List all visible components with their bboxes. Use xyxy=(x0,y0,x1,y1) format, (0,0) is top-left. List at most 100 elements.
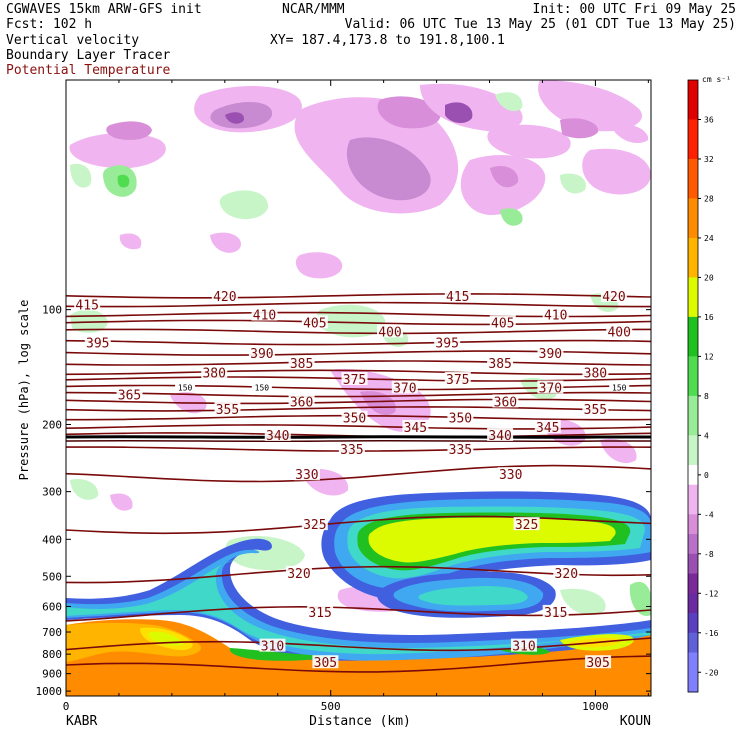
theta-label-bg xyxy=(285,565,312,579)
colorbar-band xyxy=(688,435,698,466)
y-tick-label: 800 xyxy=(42,648,62,661)
theta-label-bg xyxy=(553,565,580,579)
theta-line-325 xyxy=(66,515,651,535)
theta-label: 310 xyxy=(261,640,284,655)
tracer-label-bg xyxy=(251,382,272,392)
theta-label: 345 xyxy=(404,421,427,436)
theta-label: 305 xyxy=(586,656,609,671)
header-init: Init: 00 UTC Fri 09 May 25 xyxy=(533,2,737,17)
theta-label: 315 xyxy=(544,606,567,621)
theta-label: 390 xyxy=(539,347,562,362)
colorbar-label: 12 xyxy=(704,352,714,361)
theta-label-bg xyxy=(542,307,569,321)
colorbar: 36 32 28 24 20 16 12 8 4 0 -4 -8 -12 -16 -20 xyxy=(687,79,719,693)
colorbar-band xyxy=(688,632,698,654)
colorbar-band xyxy=(688,573,698,594)
x-tick-label: 500 xyxy=(321,700,341,713)
theta-label-bg xyxy=(74,297,101,311)
header-line2: Fcst: 102 h xyxy=(6,17,92,32)
header-valid: Valid: 06 UTC Tue 13 May 25 (01 CDT Tue … xyxy=(345,17,736,32)
colorbar-label: -20 xyxy=(704,668,719,677)
theta-label: 395 xyxy=(435,337,458,352)
theta-label: 320 xyxy=(555,567,578,582)
colorbar-band xyxy=(688,119,698,160)
theta-label-bg xyxy=(537,346,564,360)
theta-label-bg xyxy=(606,324,633,338)
theta-label-bg xyxy=(201,365,228,379)
theta-label-bg xyxy=(537,380,564,394)
tracer-line xyxy=(66,435,651,439)
theta-label-bg xyxy=(259,638,286,652)
colorbar-label: 24 xyxy=(704,234,714,243)
colorbar-band xyxy=(688,652,698,693)
theta-label: 385 xyxy=(488,357,511,372)
y-tick-label: 600 xyxy=(42,600,62,613)
theta-label: 325 xyxy=(515,518,538,533)
theta-label: 335 xyxy=(340,443,363,458)
tracer-line xyxy=(66,439,651,443)
y-tick-label: 200 xyxy=(42,418,62,431)
theta-label: 355 xyxy=(584,403,607,418)
theta-label-bg xyxy=(211,288,238,302)
theta-label: 415 xyxy=(75,299,98,314)
theta-label: 380 xyxy=(584,366,607,381)
colorbar-band xyxy=(688,553,698,575)
plot-frame xyxy=(65,79,652,697)
theta-label-bg xyxy=(391,380,418,394)
theta-label-bg xyxy=(600,288,627,302)
theta-label: 330 xyxy=(295,468,318,483)
theta-label-bg xyxy=(447,410,474,424)
theta-label: 415 xyxy=(446,290,469,305)
colorbar-frame xyxy=(687,79,699,693)
header-line4: Boundary Layer Tracer xyxy=(6,48,171,63)
theta-label: 350 xyxy=(449,412,472,427)
colorbar-label: 20 xyxy=(704,273,714,282)
theta-label: 315 xyxy=(308,606,331,621)
theta-label-bg xyxy=(288,356,315,370)
theta-line-420 xyxy=(66,293,651,299)
theta-label: 370 xyxy=(539,382,562,397)
theta-label: 395 xyxy=(86,337,109,352)
theta-line-405 xyxy=(66,319,651,326)
theta-label-bg xyxy=(264,427,291,441)
theta-label-bg xyxy=(542,604,569,618)
theta-label-bg xyxy=(487,427,514,441)
theta-label: 340 xyxy=(266,429,289,444)
theta-label-bg xyxy=(434,335,461,349)
colorbar-band xyxy=(688,80,698,120)
lower-jet xyxy=(377,571,556,618)
header-line5: Potential Temperature xyxy=(6,63,171,78)
theta-label-bg xyxy=(301,517,328,531)
theta-label: 320 xyxy=(287,567,310,582)
theta-label-bg xyxy=(377,324,403,338)
theta-label: 370 xyxy=(393,382,416,397)
x-axis: 0 500 1000 xyxy=(63,80,649,713)
y-tick-label: 300 xyxy=(42,486,62,499)
theta-label: 330 xyxy=(499,468,522,483)
theta-label: 420 xyxy=(602,290,625,305)
y-tick-label: 500 xyxy=(42,570,62,583)
y-tick-label: 700 xyxy=(42,626,62,639)
colorbar-band xyxy=(688,198,698,239)
theta-label-bg xyxy=(585,655,612,669)
header-center: NCAR/MMM xyxy=(282,2,345,17)
colorbar-band xyxy=(688,613,698,634)
colorbar-band xyxy=(688,356,698,397)
colorbar-label: 28 xyxy=(704,194,714,203)
theta-label-bg xyxy=(447,442,474,456)
theta-label: 375 xyxy=(446,373,469,388)
colorbar-label: 0 xyxy=(704,471,709,480)
theta-label: 345 xyxy=(536,421,559,436)
plot-area: 415 420 410 405 400 395 390 385 380 375 370 365 360 3… xyxy=(66,80,651,696)
theta-label-bg xyxy=(497,467,524,481)
theta-label-bg xyxy=(251,307,278,321)
y-tick-label: 1000 xyxy=(36,685,63,698)
theta-line-355 xyxy=(66,406,651,412)
theta-label: 360 xyxy=(290,395,313,410)
header-xy: XY= 187.4,173.8 to 191.8,100.1 xyxy=(270,33,505,48)
theta-label-bg xyxy=(301,315,328,329)
tracer-label-bg xyxy=(609,382,630,392)
theta-label-bg xyxy=(293,467,320,481)
theta-label: 405 xyxy=(491,316,514,331)
